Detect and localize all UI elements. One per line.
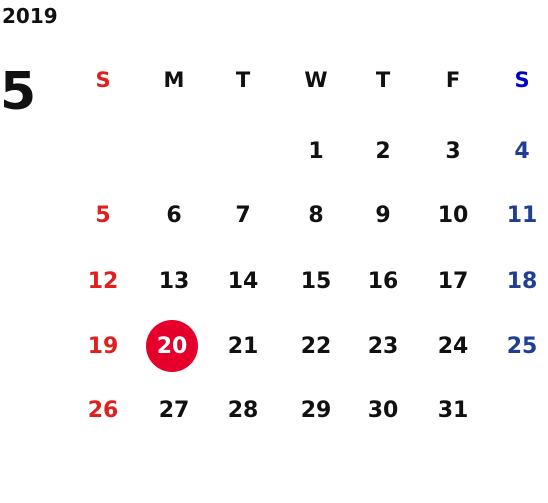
day: 29 <box>300 397 332 423</box>
day: 3 <box>445 138 461 164</box>
month: 5 <box>0 62 37 122</box>
day: 21 <box>227 333 259 359</box>
highlight-circle <box>146 320 198 372</box>
day: 22 <box>300 333 332 359</box>
day: 14 <box>227 268 259 294</box>
day: 30 <box>367 397 399 423</box>
day: 1 <box>308 138 324 164</box>
day: 17 <box>437 268 469 294</box>
day: 27 <box>158 397 190 423</box>
weekday: M <box>163 68 185 92</box>
day: 4 <box>514 138 530 164</box>
day: 7 <box>235 202 251 228</box>
day: 12 <box>87 268 119 294</box>
day: 5 <box>95 202 111 228</box>
weekday: F <box>445 68 461 92</box>
day: 28 <box>227 397 259 423</box>
day: 11 <box>506 202 538 228</box>
day: 2 <box>375 138 391 164</box>
weekday: T <box>375 68 391 92</box>
weekday: W <box>304 68 328 92</box>
day: 16 <box>367 268 399 294</box>
weekday: S <box>514 68 530 92</box>
day: 25 <box>506 333 538 359</box>
year: 2019 <box>2 4 58 28</box>
weekday: S <box>95 68 111 92</box>
day: 20 <box>156 333 188 359</box>
day: 9 <box>375 202 391 228</box>
weekday: T <box>235 68 251 92</box>
day: 13 <box>158 268 190 294</box>
day: 8 <box>308 202 324 228</box>
day: 19 <box>87 333 119 359</box>
day: 23 <box>367 333 399 359</box>
day: 24 <box>437 333 469 359</box>
day: 6 <box>166 202 182 228</box>
day: 15 <box>300 268 332 294</box>
day: 10 <box>437 202 469 228</box>
day: 18 <box>506 268 538 294</box>
day: 26 <box>87 397 119 423</box>
day: 31 <box>437 397 469 423</box>
